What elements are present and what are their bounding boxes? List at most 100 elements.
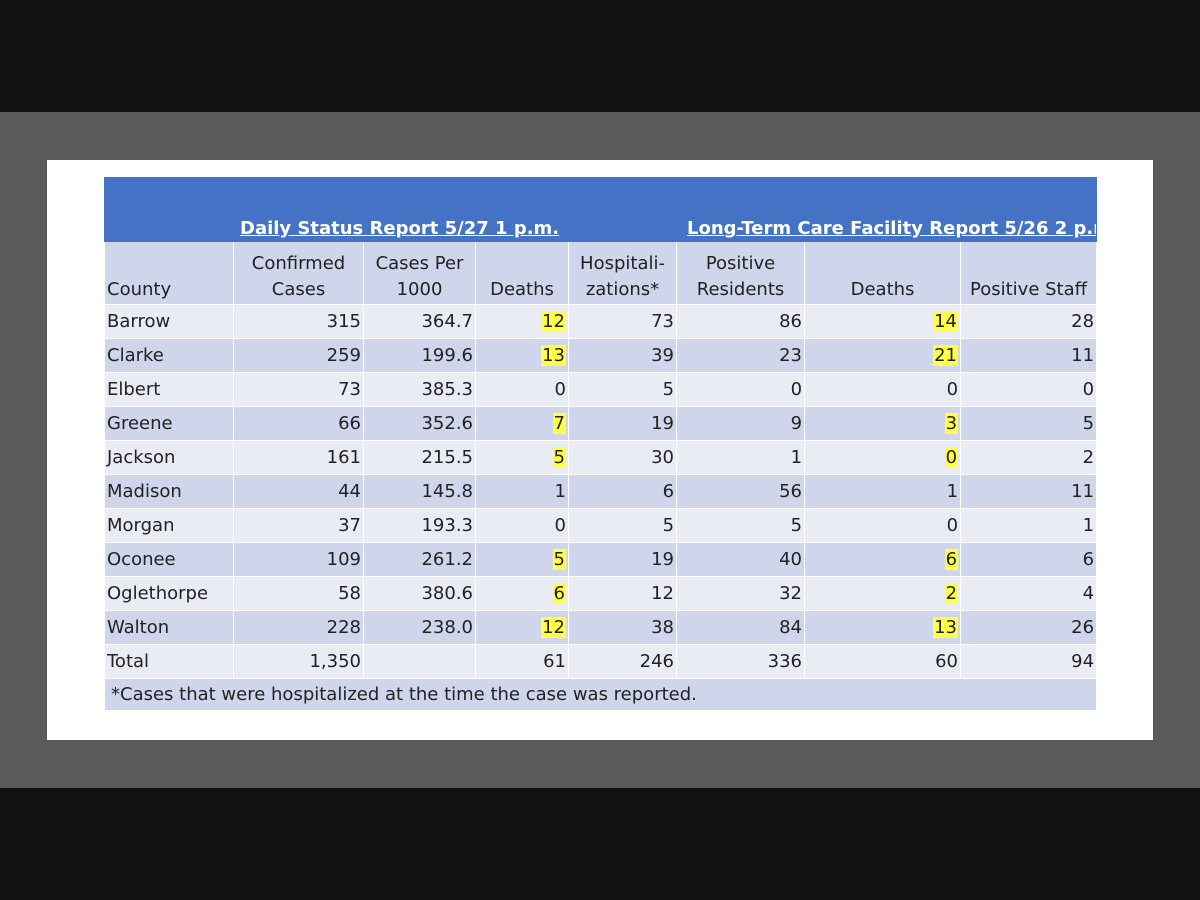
cell-value: 39: [651, 345, 675, 366]
cell-value: 5: [1082, 413, 1095, 434]
cell: 44: [233, 474, 364, 509]
cell-value: 6: [944, 549, 959, 570]
cell: Madison: [104, 474, 234, 509]
cell: 161: [233, 440, 364, 475]
cell: 3: [804, 406, 962, 441]
cell: 246: [567, 644, 678, 679]
cell-value: 6: [662, 481, 675, 502]
cell: 30: [567, 440, 678, 475]
cell: 73: [567, 304, 678, 339]
cell-value: 61: [543, 651, 566, 672]
group-title: Daily Status Report 5/27 1 p.m.: [240, 218, 560, 239]
cell: 38: [567, 610, 678, 645]
cell: 2: [960, 440, 1098, 475]
cell-value: 380.6: [421, 583, 473, 604]
cell-value: 40: [779, 549, 803, 570]
cell-value: 0: [554, 379, 566, 400]
header-text: Deaths: [490, 279, 554, 300]
cell: 215.5: [363, 440, 476, 475]
cell-value: 228: [326, 617, 361, 638]
cell-value: 73: [338, 379, 361, 400]
cell: 259: [233, 338, 364, 373]
cell: 19: [567, 406, 678, 441]
cell-value: 5: [790, 515, 803, 536]
cell: 5: [475, 440, 569, 475]
cell-value: 315: [326, 311, 361, 332]
cell-value: 1: [1082, 515, 1095, 536]
cell: 1: [676, 440, 806, 475]
cell: 37: [233, 508, 364, 543]
cell: 11: [960, 338, 1098, 373]
cell-value: 37: [338, 515, 361, 536]
county-name: Morgan: [107, 515, 175, 536]
cell-value: 0: [946, 379, 959, 400]
cell: 21: [804, 338, 962, 373]
cell: 199.6: [363, 338, 476, 373]
cell: 73: [233, 372, 364, 407]
cell-value: 84: [779, 617, 803, 638]
slide: Daily Status Report 5/27 1 p.m. Long-Term…: [47, 160, 1153, 740]
cell-value: 7: [552, 413, 566, 434]
cell: 9: [676, 406, 806, 441]
cell: 0: [960, 372, 1098, 407]
cell: Walton: [104, 610, 234, 645]
header-text: Residents: [696, 279, 785, 300]
cell-value: 3: [944, 413, 959, 434]
total-row: Total 1,350 61 246 336 60 94: [104, 644, 1098, 679]
cell-value: 44: [338, 481, 361, 502]
cell: 0: [804, 440, 962, 475]
county-table: Daily Status Report 5/27 1 p.m. Long-Term…: [103, 177, 1098, 711]
cell: 11: [960, 474, 1098, 509]
cell: 56: [676, 474, 806, 509]
cell-value: 11: [1071, 345, 1095, 366]
cell-value: 12: [651, 583, 675, 604]
spacer-cell: [104, 177, 234, 242]
header-text: Positive Staff: [970, 279, 1088, 300]
cell-value: 66: [338, 413, 361, 434]
cell: 6: [567, 474, 678, 509]
cell: Total: [104, 644, 234, 679]
cell-value: 5: [662, 379, 675, 400]
data-row: Barrow 315 364.7 12 73 86 14 28: [104, 304, 1098, 339]
county-name: Total: [107, 651, 150, 672]
cell-value: 9: [790, 413, 803, 434]
cell: Jackson: [104, 440, 234, 475]
cell: [363, 644, 476, 679]
cell: 6: [804, 542, 962, 577]
cell: 2: [804, 576, 962, 611]
cell: 60: [804, 644, 962, 679]
column-header: Positive Staff: [960, 241, 1098, 305]
cell: 0: [804, 508, 962, 543]
data-row: Oglethorpe 58 380.6 6 12 32 2 4: [104, 576, 1098, 611]
group-header: Daily Status Report 5/27 1 p.m.: [232, 177, 678, 242]
cell-value: 12: [541, 617, 566, 638]
cell: 66: [233, 406, 364, 441]
cell: 13: [475, 338, 569, 373]
cell: 5: [567, 508, 678, 543]
cell-value: 12: [541, 311, 566, 332]
cell-value: 11: [1071, 481, 1095, 502]
cell: 1: [960, 508, 1098, 543]
cell-value: 364.7: [421, 311, 473, 332]
header-text: Confirmed: [251, 253, 346, 274]
cell-value: 14: [933, 311, 959, 332]
cell-value: 2: [944, 583, 959, 604]
column-header-row: County Confirmed Cases Cases Per 1000 Deaths H…: [104, 241, 1098, 305]
cell-value: 0: [1082, 379, 1095, 400]
cell: 4: [960, 576, 1098, 611]
cell: 193.3: [363, 508, 476, 543]
cell-value: 0: [946, 515, 959, 536]
cell-value: 13: [541, 345, 566, 366]
cell: 352.6: [363, 406, 476, 441]
cell-value: 1: [554, 481, 566, 502]
header-text: Cases Per: [375, 253, 464, 274]
column-header: Positive Residents: [676, 241, 806, 305]
cell-value: 6: [552, 583, 566, 604]
column-header: County: [104, 241, 234, 305]
county-name: Clarke: [107, 345, 164, 366]
cell-value: 23: [779, 345, 803, 366]
cell: Oglethorpe: [104, 576, 234, 611]
cell: 14: [804, 304, 962, 339]
cell-value: 0: [944, 447, 959, 468]
cell: 12: [475, 304, 569, 339]
